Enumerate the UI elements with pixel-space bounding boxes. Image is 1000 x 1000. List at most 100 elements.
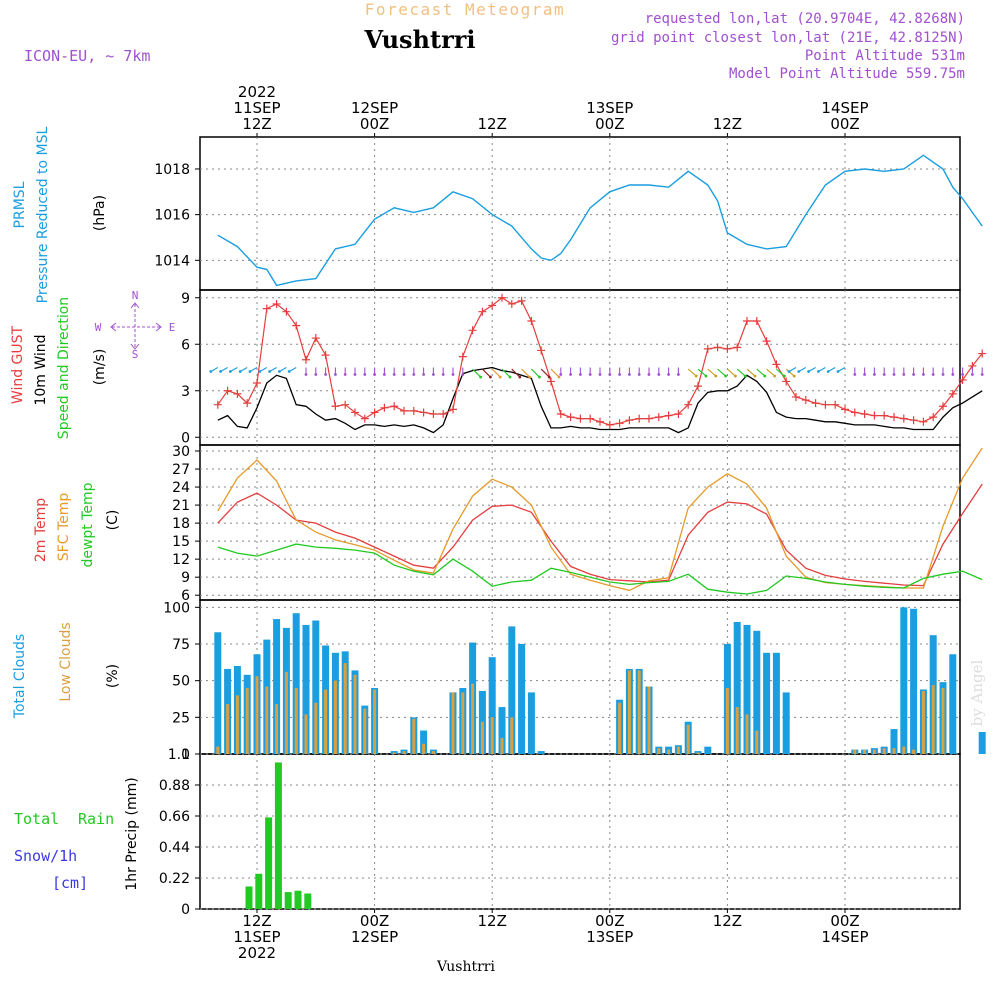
wind-arrow-head xyxy=(579,373,582,376)
grid-point-coords: grid point closest lon,lat (21E, 42.8125… xyxy=(611,30,965,46)
gust-marker xyxy=(409,406,418,415)
wind-arrow xyxy=(531,368,540,378)
y-tick-label: 0.66 xyxy=(159,809,190,825)
wind-arrow xyxy=(491,368,501,378)
rain-bar xyxy=(304,893,312,909)
wind-arrow-head xyxy=(743,374,747,378)
total-cloud-bar xyxy=(518,644,526,754)
total-cloud-bar xyxy=(273,619,281,754)
wind-arrow-head xyxy=(461,373,465,376)
y-tick-label: 6 xyxy=(181,337,190,353)
temp-labels: 2m Temp SFC Temp dewpt Temp (C) xyxy=(33,482,121,567)
low-cloud-bar xyxy=(471,683,475,754)
wind-arrow-head xyxy=(724,374,727,378)
prmsl-label: PRMSL xyxy=(12,181,28,228)
total-clouds-label: Total Clouds xyxy=(12,634,28,719)
low-cloud-bar xyxy=(392,752,396,754)
wind-arrow-head xyxy=(787,370,791,373)
gust-marker xyxy=(850,408,859,417)
wind-arrow-head xyxy=(853,373,857,376)
wind-arrow-head xyxy=(941,373,945,376)
total-cloud-bar xyxy=(900,607,908,754)
top-time-label: 12SEP xyxy=(351,99,398,117)
y-tick-label: 0 xyxy=(181,747,190,763)
precip-labels: Total Rain Snow/1h [cm] 1hr Precip (mm) xyxy=(14,777,140,892)
bottom-time-label: 14SEP xyxy=(821,928,868,946)
t2m-line xyxy=(217,483,983,587)
total-cloud-bar xyxy=(420,730,428,754)
y-tick-label: 27 xyxy=(172,462,190,478)
panel-frame xyxy=(199,136,961,291)
bottom-time-label: 13SEP xyxy=(586,928,633,946)
bottom-time-label: 00Z xyxy=(830,912,859,930)
bottom-time-label: 00Z xyxy=(595,912,624,930)
wind-arrow-head xyxy=(287,370,291,373)
gust-marker xyxy=(331,402,340,411)
y-tick-label: 9 xyxy=(181,291,190,307)
low-cloud-bar xyxy=(343,663,347,754)
wind-arrow-head xyxy=(873,373,876,376)
gust-marker xyxy=(419,408,428,417)
wind-arrow-head xyxy=(618,373,621,376)
gust-marker xyxy=(233,389,242,398)
wind-arrow xyxy=(521,368,530,378)
gust-marker xyxy=(556,410,565,418)
gust-marker xyxy=(674,410,683,418)
bottom-time-label: 12SEP xyxy=(351,928,398,946)
pressure-line xyxy=(217,154,983,287)
wind-gust-label: Wind GUST xyxy=(10,325,26,404)
low-cloud-bar xyxy=(735,707,739,754)
gust-marker xyxy=(811,399,820,408)
wind-arrow-head xyxy=(588,373,592,376)
gust-marker xyxy=(958,375,967,384)
gust-marker xyxy=(635,414,644,423)
wind-arrow-head xyxy=(353,373,357,376)
wind-arrow-head xyxy=(863,373,866,376)
point-altitude: Point Altitude 531m xyxy=(805,48,965,64)
total-cloud-bar xyxy=(214,632,222,754)
location-title: Vushtrri xyxy=(364,25,476,54)
gust-marker xyxy=(909,416,918,425)
low-cloud-bar xyxy=(490,717,494,754)
axes: 1014101610180369691215182124273002550751… xyxy=(154,133,846,918)
pressure-panel xyxy=(217,154,983,287)
y-tick-label: 1018 xyxy=(154,162,190,178)
wind-arrow-head xyxy=(797,370,801,373)
wind-arrow-head xyxy=(657,373,661,376)
top-time-label: 12Z xyxy=(478,115,507,133)
wind-arrow-head xyxy=(479,375,482,379)
wind-arrow-head xyxy=(694,374,698,378)
wind-arrow-head xyxy=(980,373,984,376)
wind-arrow-head xyxy=(392,373,396,376)
gust-marker xyxy=(664,411,673,420)
wind-arrow xyxy=(511,368,521,378)
wind-arrow xyxy=(746,368,756,377)
gust-marker xyxy=(498,293,506,302)
low-cloud-bar xyxy=(853,749,857,754)
gust-marker xyxy=(801,396,810,405)
wind-arrow xyxy=(785,368,795,377)
compass-s: S xyxy=(132,348,139,361)
wind-arrow-head xyxy=(402,373,406,376)
celsius-unit: (C) xyxy=(105,510,121,531)
total-cloud-bar xyxy=(772,652,780,754)
rain-bar xyxy=(265,817,273,909)
low-cloud-bar xyxy=(618,702,622,754)
low-cloud-bar xyxy=(373,689,377,754)
wind-arrow-head xyxy=(961,373,964,376)
low-cloud-bar xyxy=(500,737,504,754)
gust-marker xyxy=(782,377,791,386)
wind-arrow-head xyxy=(912,373,915,376)
gust-marker xyxy=(860,410,869,418)
wind-arrow xyxy=(550,368,560,378)
wind-arrow-head xyxy=(229,370,232,373)
low-cloud-bar xyxy=(451,692,455,754)
wind-arrow-head xyxy=(373,373,376,376)
wind-arrow-head xyxy=(441,373,445,376)
low-cloud-bar xyxy=(422,743,426,754)
gust-marker xyxy=(302,355,310,364)
wind-arrow xyxy=(736,368,746,377)
gust-marker xyxy=(654,413,663,422)
wind-arrow-head xyxy=(826,370,830,373)
gust-marker xyxy=(527,317,536,325)
